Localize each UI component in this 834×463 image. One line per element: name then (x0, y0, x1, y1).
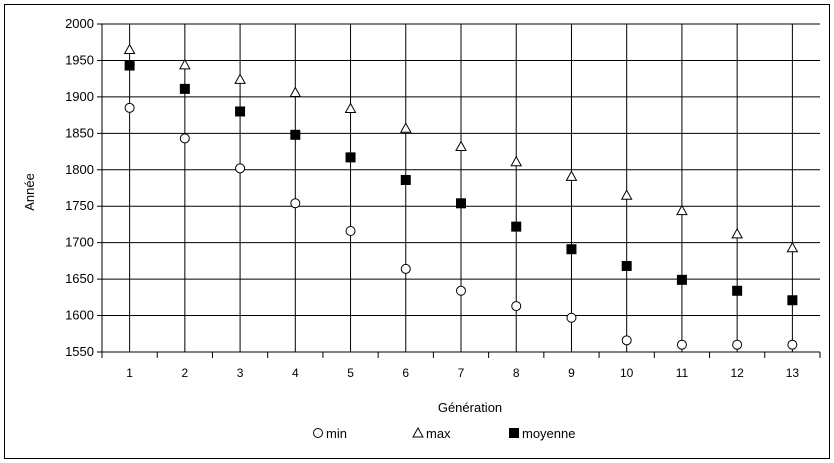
legend-marker-moyenne (509, 428, 519, 438)
point-min (456, 285, 466, 296)
point-max (786, 241, 799, 253)
data-points (123, 43, 799, 350)
point-max (178, 58, 191, 70)
point-max (234, 73, 246, 84)
y-tick-label: 1550 (65, 344, 94, 359)
y-tick-label: 1950 (65, 52, 94, 67)
point-min (400, 263, 411, 274)
point-moyenne (124, 60, 135, 71)
point-max (399, 122, 412, 133)
y-tick-label: 1650 (65, 271, 94, 286)
x-tick-label: 2 (182, 366, 189, 380)
y-tick-label: 1700 (65, 235, 94, 250)
point-moyenne (676, 274, 687, 285)
legend-marker-max (412, 426, 424, 438)
point-min (511, 301, 522, 312)
x-tick-label: 3 (237, 366, 244, 380)
point-max (731, 227, 744, 239)
y-axis-label: Année (22, 173, 37, 211)
point-moyenne (566, 244, 577, 255)
point-max (123, 43, 136, 55)
point-moyenne (787, 295, 798, 306)
y-tick-label: 2000 (65, 16, 94, 31)
legend: min max moyenne (313, 426, 575, 441)
point-moyenne (400, 174, 411, 185)
point-max (289, 86, 302, 98)
point-min (290, 198, 301, 209)
x-tick-labels: 1 2 3 4 5 6 7 8 9 10 11 12 13 (126, 366, 799, 380)
point-max (344, 102, 357, 114)
point-max (455, 140, 467, 151)
x-tick-label: 4 (292, 366, 299, 380)
y-tick-label: 1750 (65, 198, 94, 213)
point-moyenne (235, 106, 246, 117)
x-tick-label: 8 (513, 366, 520, 380)
point-min (566, 312, 577, 323)
y-tick-label: 1800 (65, 162, 94, 177)
chart-frame (4, 4, 830, 459)
x-tick-label: 10 (620, 366, 634, 380)
point-min (787, 339, 798, 350)
x-tick-label: 9 (568, 366, 575, 380)
point-moyenne (456, 198, 466, 209)
point-max (510, 155, 523, 167)
x-tick-label: 1 (126, 366, 133, 380)
y-tick-label: 1850 (65, 125, 94, 140)
x-tick-label: 12 (730, 366, 744, 380)
x-tick-label: 11 (676, 366, 689, 380)
point-min (621, 335, 632, 346)
point-max (565, 170, 578, 181)
legend-marker-min (313, 428, 323, 438)
point-max (676, 204, 688, 216)
point-moyenne (290, 129, 301, 140)
x-axis-label: Génération (438, 400, 502, 415)
axes (97, 23, 821, 358)
point-min (124, 102, 135, 113)
x-tick-label: 13 (786, 366, 800, 380)
y-tick-label: 1900 (65, 89, 94, 104)
x-tick-label: 6 (402, 366, 409, 380)
y-tick-label: 1600 (65, 308, 94, 323)
x-tick-label: 5 (347, 366, 354, 380)
point-moyenne (621, 260, 632, 271)
point-min (235, 163, 246, 174)
x-tick-label: 7 (458, 366, 465, 380)
legend-label-moyenne: moyenne (522, 426, 575, 441)
legend-label-max: max (426, 426, 451, 441)
legend-label-min: min (326, 426, 347, 441)
point-min (179, 133, 190, 144)
point-moyenne (345, 152, 356, 163)
y-tick-labels: 1550 1600 1650 1700 1750 1800 1850 1900 1950 2000 (65, 16, 94, 359)
point-moyenne (179, 83, 190, 94)
point-moyenne (511, 221, 522, 232)
point-moyenne (732, 285, 743, 296)
point-min (676, 339, 687, 350)
point-min (345, 226, 356, 237)
point-min (732, 339, 743, 350)
point-max (620, 189, 633, 200)
grid-lines (102, 23, 820, 353)
